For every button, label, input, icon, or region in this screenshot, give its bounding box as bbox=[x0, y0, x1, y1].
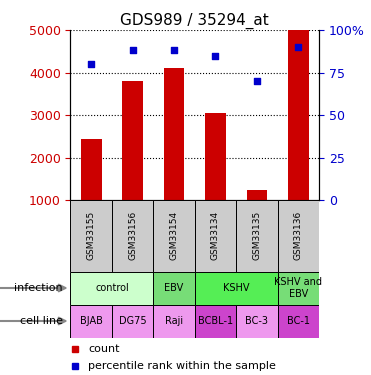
Bar bbox=[278, 272, 319, 304]
Text: GSM33154: GSM33154 bbox=[170, 211, 178, 260]
Bar bbox=[278, 304, 319, 338]
Point bbox=[129, 47, 135, 53]
Text: BC-1: BC-1 bbox=[287, 316, 310, 326]
Point bbox=[88, 61, 94, 67]
Bar bbox=[153, 272, 195, 304]
Title: GDS989 / 35294_at: GDS989 / 35294_at bbox=[121, 12, 269, 28]
Text: GSM33156: GSM33156 bbox=[128, 211, 137, 261]
Bar bbox=[81, 138, 102, 200]
Bar bbox=[236, 304, 278, 338]
Text: percentile rank within the sample: percentile rank within the sample bbox=[88, 361, 276, 370]
Bar bbox=[70, 272, 153, 304]
Text: DG75: DG75 bbox=[119, 316, 147, 326]
Bar bbox=[195, 272, 278, 304]
Text: GSM33134: GSM33134 bbox=[211, 211, 220, 260]
Point bbox=[254, 78, 260, 84]
Bar bbox=[70, 304, 112, 338]
Text: GSM33155: GSM33155 bbox=[87, 211, 96, 261]
Point bbox=[171, 47, 177, 53]
Bar bbox=[288, 30, 309, 200]
Text: infection: infection bbox=[14, 283, 63, 293]
Bar bbox=[195, 200, 236, 272]
Text: BCBL-1: BCBL-1 bbox=[198, 316, 233, 326]
Text: BJAB: BJAB bbox=[80, 316, 103, 326]
Text: BC-3: BC-3 bbox=[246, 316, 268, 326]
Bar bbox=[112, 200, 153, 272]
Text: GSM33135: GSM33135 bbox=[252, 211, 262, 261]
Bar bbox=[247, 190, 267, 200]
Bar bbox=[112, 304, 153, 338]
Text: cell line: cell line bbox=[20, 316, 63, 326]
Bar bbox=[153, 304, 195, 338]
Bar bbox=[70, 200, 112, 272]
Text: KSHV and
EBV: KSHV and EBV bbox=[274, 277, 322, 299]
Bar bbox=[153, 200, 195, 272]
Bar bbox=[122, 81, 143, 200]
Bar bbox=[278, 200, 319, 272]
Bar bbox=[236, 200, 278, 272]
Text: EBV: EBV bbox=[164, 283, 184, 293]
Point bbox=[295, 44, 301, 50]
Text: control: control bbox=[95, 283, 129, 293]
Text: Raji: Raji bbox=[165, 316, 183, 326]
Text: KSHV: KSHV bbox=[223, 283, 249, 293]
Bar bbox=[195, 304, 236, 338]
Text: GSM33136: GSM33136 bbox=[294, 211, 303, 261]
Text: count: count bbox=[88, 344, 119, 354]
Bar bbox=[164, 68, 184, 200]
Bar bbox=[205, 113, 226, 200]
Point bbox=[213, 53, 219, 58]
